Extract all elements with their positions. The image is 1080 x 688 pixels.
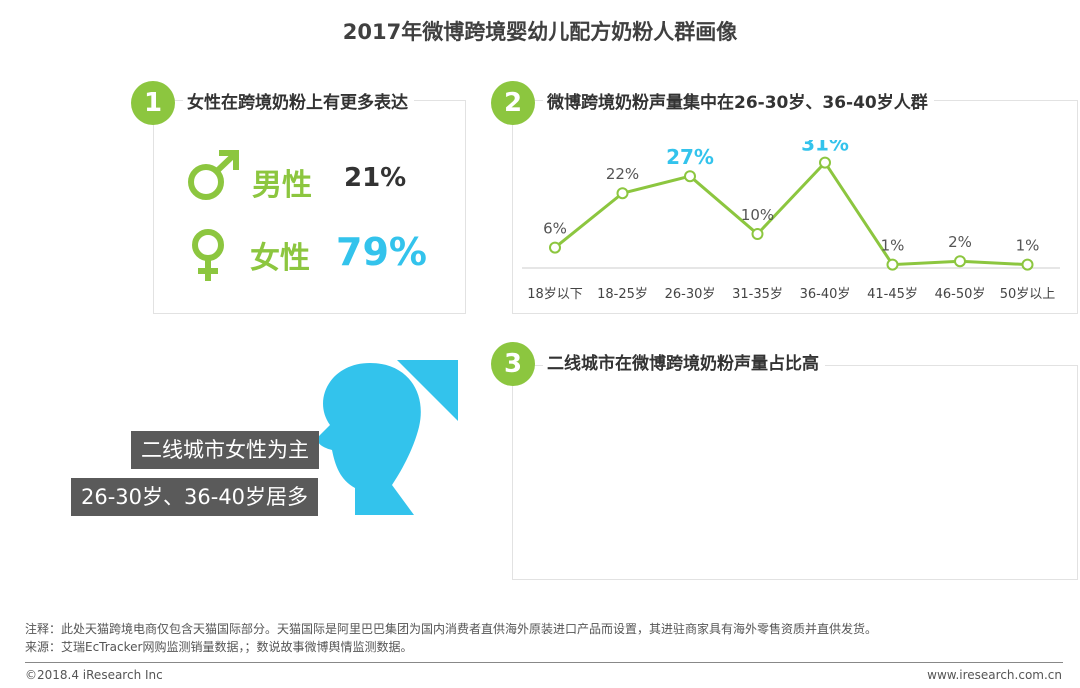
footnote-source: 来源：艾瑞EcTracker网购监测销量数据，；数说故事微博舆情监测数据。 [25,640,413,654]
data-label: 22% [606,165,639,183]
data-label: 6% [543,220,567,238]
data-point [751,228,764,240]
series-line [554,160,1028,267]
x-tick-label: 46-50岁 [935,287,986,302]
footer-copyright: ©2018.4 iResearch Inc [25,668,163,682]
data-label: 10% [741,206,774,224]
x-tick-label: 18岁以下 [527,287,583,302]
data-point [1021,258,1034,271]
data-label: 1% [1016,237,1040,255]
section-2-badge: 2 [491,81,535,125]
female-symbol-icon [192,229,224,281]
data-point [684,170,696,183]
data-point [954,255,966,268]
male-label: 男性 [252,168,312,203]
footnote-note: 注释：此处天猫跨境电商仅包含天猫国际部分。天猫国际是阿里巴巴集团为国内消费者直供… [25,622,878,636]
data-point [616,187,629,200]
section-2-title: 微博跨境奶粉声量集中在26-30岁、36-40岁人群 [543,91,934,115]
section-3-badge: 3 [491,342,535,386]
male-symbol-icon [188,150,239,200]
data-point [549,241,561,254]
x-tick-label: 18-25岁 [597,287,648,302]
data-label: 1% [881,237,905,255]
data-label: 27% [666,145,714,169]
data-label: 31% [801,140,849,156]
section-1-title: 女性在跨境奶粉上有更多表达 [183,91,414,115]
data-point [819,156,831,169]
person-head-silhouette-icon [317,360,458,515]
x-tick-label: 41-45岁 [867,287,918,302]
age-line-chart: 6% 18岁以下 22% 18-25岁 27% 26-30岁 10% 31-35岁 31% 36-… [522,140,1060,302]
footer-divider [25,662,1063,663]
age-summary-line-2: 26-30岁、36-40岁居多 [71,478,319,516]
section-1-badge: 1 [131,81,175,125]
city-panel [512,365,1078,580]
x-tick-label: 31-35岁 [732,287,783,302]
x-tick-label: 36-40岁 [800,287,851,302]
x-tick-label: 50岁以上 [1000,287,1056,302]
data-label: 2% [948,233,972,251]
male-percent: 21% [344,163,407,193]
section-3-title: 二线城市在微博跨境奶粉声量占比高 [543,352,825,376]
page-title: 2017年微博跨境婴幼儿配方奶粉人群画像 [342,20,738,44]
female-label: 女性 [250,241,310,276]
female-percent: 79% [336,230,427,274]
x-tick-label: 26-30岁 [665,287,716,302]
data-point [886,258,899,271]
city-summary-line-1: 二线城市女性为主 [131,431,319,469]
footer-website: www.iresearch.com.cn [927,668,1062,682]
